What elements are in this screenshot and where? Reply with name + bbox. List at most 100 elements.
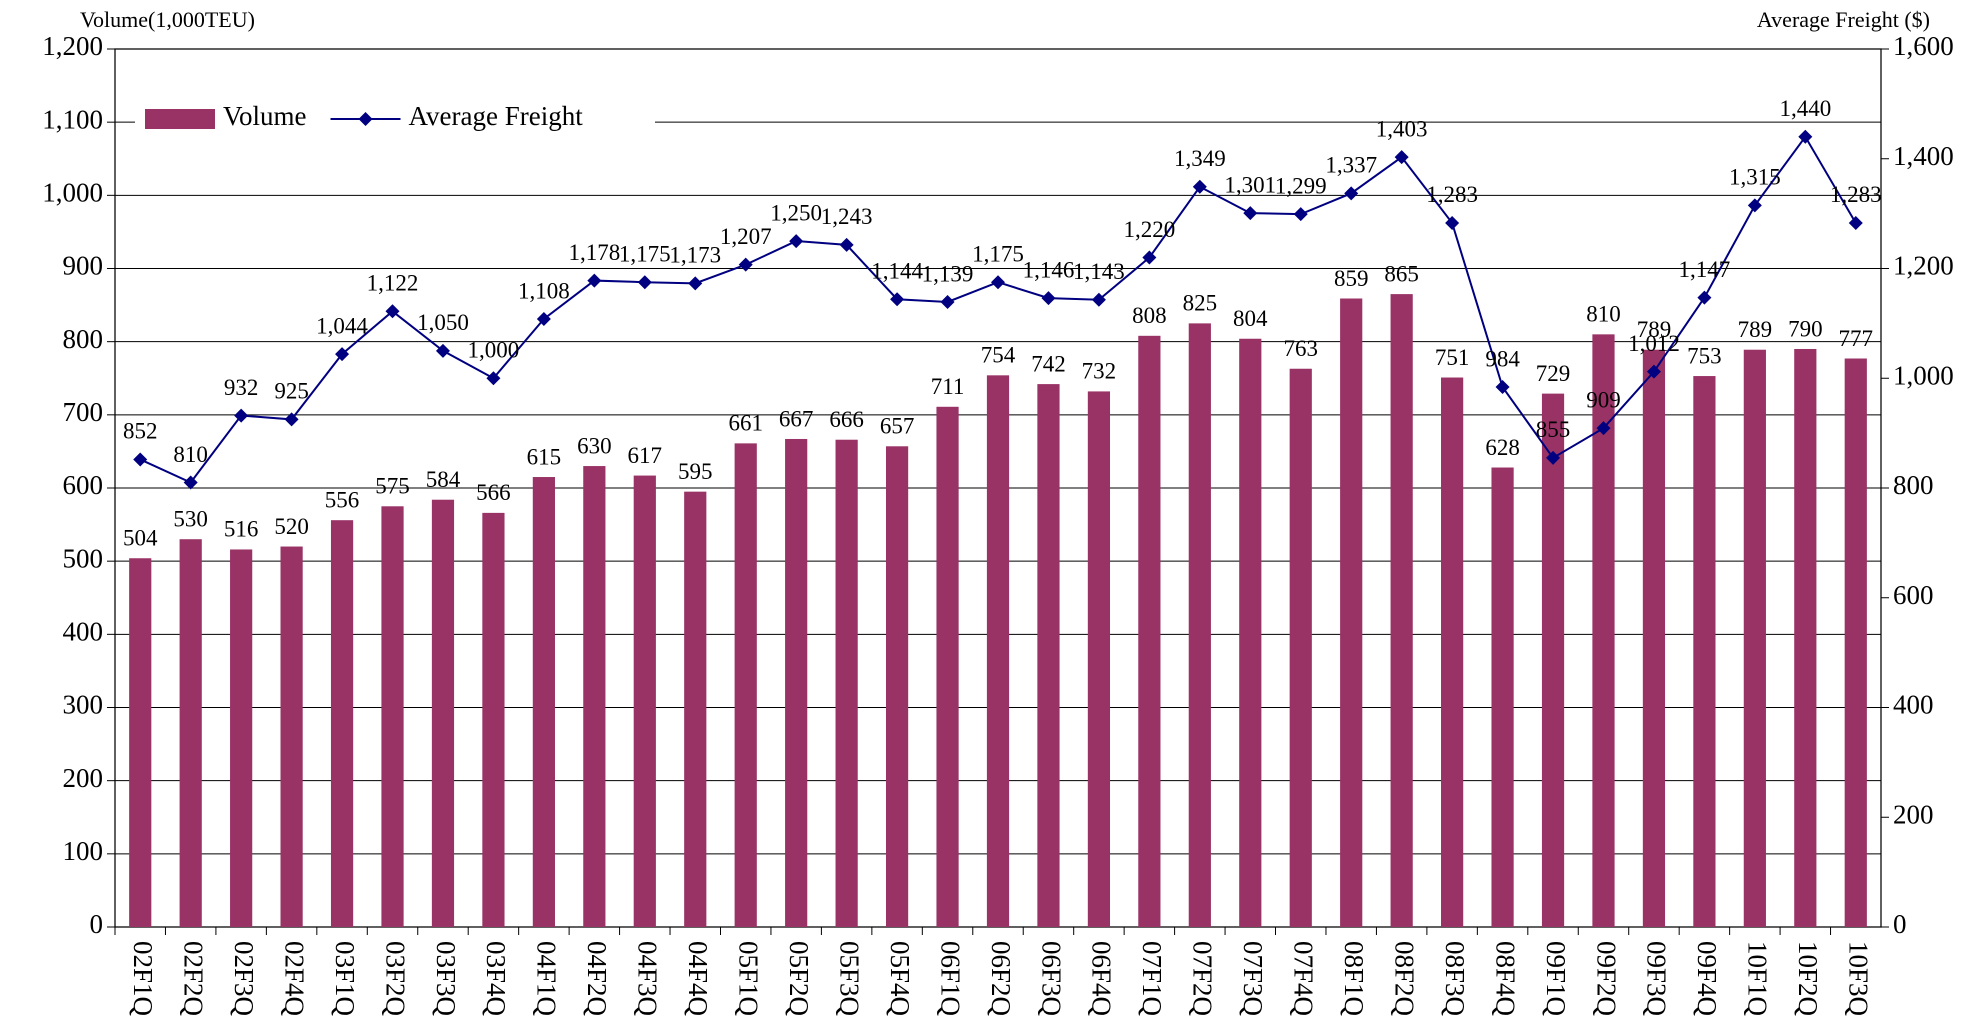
line-value-label: 1,139 bbox=[922, 261, 974, 286]
bar bbox=[1340, 298, 1363, 928]
bar-value-label: 667 bbox=[779, 406, 814, 431]
line-value-label: 1,108 bbox=[518, 278, 570, 303]
x-tick-label: 09F1Q bbox=[1541, 941, 1571, 1017]
bar-value-label: 630 bbox=[577, 433, 612, 458]
x-tick-label: 09F4Q bbox=[1692, 941, 1722, 1017]
x-tick-label: 10F1Q bbox=[1743, 941, 1773, 1017]
bar bbox=[381, 506, 404, 927]
y2-tick-label: 1,000 bbox=[1893, 360, 1954, 390]
marker bbox=[940, 294, 955, 309]
x-tick-label: 02F3Q bbox=[229, 941, 259, 1017]
marker bbox=[1243, 206, 1258, 221]
bar-value-label: 575 bbox=[375, 474, 410, 499]
marker bbox=[1747, 198, 1762, 213]
bar bbox=[1037, 384, 1060, 927]
bar-value-label: 584 bbox=[426, 467, 461, 492]
bar-value-label: 754 bbox=[981, 343, 1016, 368]
x-tick-label: 03F1Q bbox=[330, 941, 360, 1017]
bar bbox=[1592, 334, 1615, 928]
line-value-label: 1,175 bbox=[972, 242, 1024, 267]
bar bbox=[1844, 358, 1867, 927]
bar bbox=[1794, 348, 1817, 927]
marker bbox=[1142, 250, 1157, 265]
marker bbox=[133, 452, 148, 467]
legend-marker bbox=[358, 112, 373, 126]
y2-tick-label: 400 bbox=[1893, 690, 1934, 720]
bar bbox=[835, 439, 858, 927]
marker bbox=[1798, 129, 1813, 144]
line-value-label: 1,440 bbox=[1779, 96, 1831, 121]
x-tick-label: 10F2Q bbox=[1793, 941, 1823, 1017]
bar-value-label: 711 bbox=[931, 374, 965, 399]
marker bbox=[1192, 179, 1207, 194]
bar-value-label: 808 bbox=[1132, 303, 1167, 328]
bar-value-label: 504 bbox=[123, 526, 158, 551]
bar-value-label: 520 bbox=[274, 514, 309, 539]
x-tick-label: 02F4Q bbox=[279, 941, 309, 1017]
marker bbox=[335, 347, 350, 362]
line-value-label: 1,143 bbox=[1073, 259, 1125, 284]
line-value-label: 1,044 bbox=[316, 313, 368, 338]
y-tick-label: 900 bbox=[63, 251, 104, 281]
bar bbox=[1642, 349, 1666, 928]
y2-tick-label: 1,400 bbox=[1893, 141, 1954, 171]
marker bbox=[1596, 421, 1611, 436]
marker bbox=[1546, 450, 1561, 465]
legend-swatch bbox=[145, 109, 215, 129]
marker bbox=[183, 475, 198, 490]
bar bbox=[280, 546, 303, 927]
line-value-label: 852 bbox=[123, 419, 158, 444]
y2-tick-label: 600 bbox=[1893, 580, 1934, 610]
x-tick-label: 04F4Q bbox=[683, 941, 713, 1017]
x-tick-label: 04F2Q bbox=[582, 941, 612, 1017]
x-tick-label: 02F1Q bbox=[128, 941, 158, 1017]
marker bbox=[1697, 290, 1712, 305]
bar-value-label: 729 bbox=[1536, 361, 1571, 386]
bar bbox=[1087, 391, 1111, 927]
line-value-label: 1,173 bbox=[669, 243, 721, 268]
x-tick-label: 10F3Q bbox=[1844, 941, 1874, 1017]
bar bbox=[1541, 393, 1565, 927]
line-value-label: 1,403 bbox=[1376, 116, 1428, 141]
bar-value-label: 804 bbox=[1233, 306, 1268, 331]
line-value-label: 1,349 bbox=[1174, 146, 1226, 171]
bar-value-label: 617 bbox=[628, 443, 663, 468]
marker bbox=[890, 292, 905, 307]
bar bbox=[785, 438, 808, 927]
line-value-label: 1,178 bbox=[568, 240, 620, 265]
marker bbox=[1293, 207, 1308, 222]
bar bbox=[1441, 377, 1464, 928]
marker bbox=[234, 408, 249, 423]
bar bbox=[885, 446, 909, 927]
x-tick-label: 05F2Q bbox=[784, 941, 814, 1017]
bar bbox=[936, 406, 959, 927]
line-value-label: 1,207 bbox=[720, 224, 772, 249]
bar-value-label: 530 bbox=[173, 506, 208, 531]
bar bbox=[1390, 294, 1413, 927]
x-tick-label: 03F2Q bbox=[380, 941, 410, 1017]
marker bbox=[1445, 215, 1460, 230]
bar-value-label: 595 bbox=[678, 459, 713, 484]
bar bbox=[986, 375, 1010, 927]
bar-value-label: 732 bbox=[1082, 359, 1117, 384]
bar bbox=[684, 491, 707, 927]
x-tick-label: 08F1Q bbox=[1339, 941, 1369, 1017]
y-tick-label: 200 bbox=[63, 763, 104, 793]
bar-value-label: 777 bbox=[1839, 326, 1874, 351]
x-tick-label: 09F3Q bbox=[1642, 941, 1672, 1017]
x-tick-label: 08F2Q bbox=[1389, 941, 1419, 1017]
bar-value-label: 865 bbox=[1384, 261, 1419, 286]
bar-value-label: 666 bbox=[829, 407, 864, 432]
x-tick-label: 06F4Q bbox=[1087, 941, 1117, 1017]
x-tick-label: 06F1Q bbox=[935, 941, 965, 1017]
marker bbox=[536, 311, 551, 326]
bar bbox=[230, 549, 253, 927]
y-tick-label: 0 bbox=[90, 909, 104, 939]
y2-tick-label: 800 bbox=[1893, 470, 1934, 500]
bar bbox=[1693, 376, 1716, 927]
marker bbox=[486, 371, 501, 386]
bar-value-label: 789 bbox=[1738, 317, 1773, 342]
marker bbox=[1848, 215, 1863, 230]
line-value-label: 1,283 bbox=[1426, 182, 1478, 207]
y-tick-label: 500 bbox=[63, 543, 104, 573]
